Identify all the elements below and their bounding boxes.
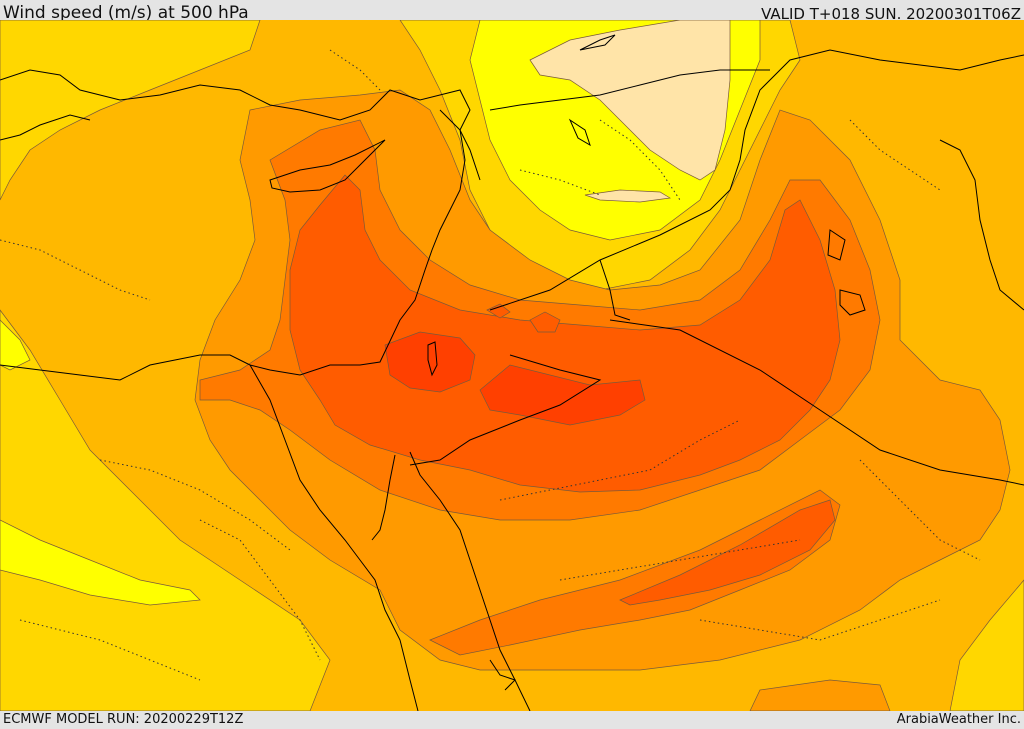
credit-label: ArabiaWeather Inc. [896, 712, 1021, 727]
model-run-label: ECMWF MODEL RUN: 20200229T12Z [3, 712, 244, 727]
coastlines [0, 34, 1024, 711]
band-west-20 [0, 319, 31, 371]
band-north-15 [529, 20, 731, 181]
band-core-50d [486, 303, 511, 319]
band-central-45 [289, 174, 841, 493]
map-title: Wind speed (m/s) at 500 hPa [3, 3, 249, 23]
admin-boundaries [0, 49, 981, 681]
band-core-50b [479, 364, 646, 426]
band-core-50c [529, 311, 561, 333]
footer-bar: ECMWF MODEL RUN: 20200229T12Z ArabiaWeat… [0, 711, 1024, 729]
valid-time: VALID T+018 SUN. 20200301T06Z [761, 5, 1021, 23]
header-bar: Wind speed (m/s) at 500 hPa VALID T+018 … [0, 0, 1024, 23]
wind-speed-map[interactable] [0, 20, 1024, 711]
band-north-15-small [584, 189, 672, 203]
band-sw-20 [0, 519, 201, 606]
band-core-50 [384, 331, 476, 393]
band-sw-25 [0, 309, 331, 711]
band-south-35 [749, 679, 891, 711]
band-se-40 [429, 489, 841, 656]
band-se-45 [619, 499, 836, 606]
band-west-25 [0, 20, 261, 201]
band-se-25 [949, 579, 1024, 711]
cyprus-outline [269, 139, 386, 193]
